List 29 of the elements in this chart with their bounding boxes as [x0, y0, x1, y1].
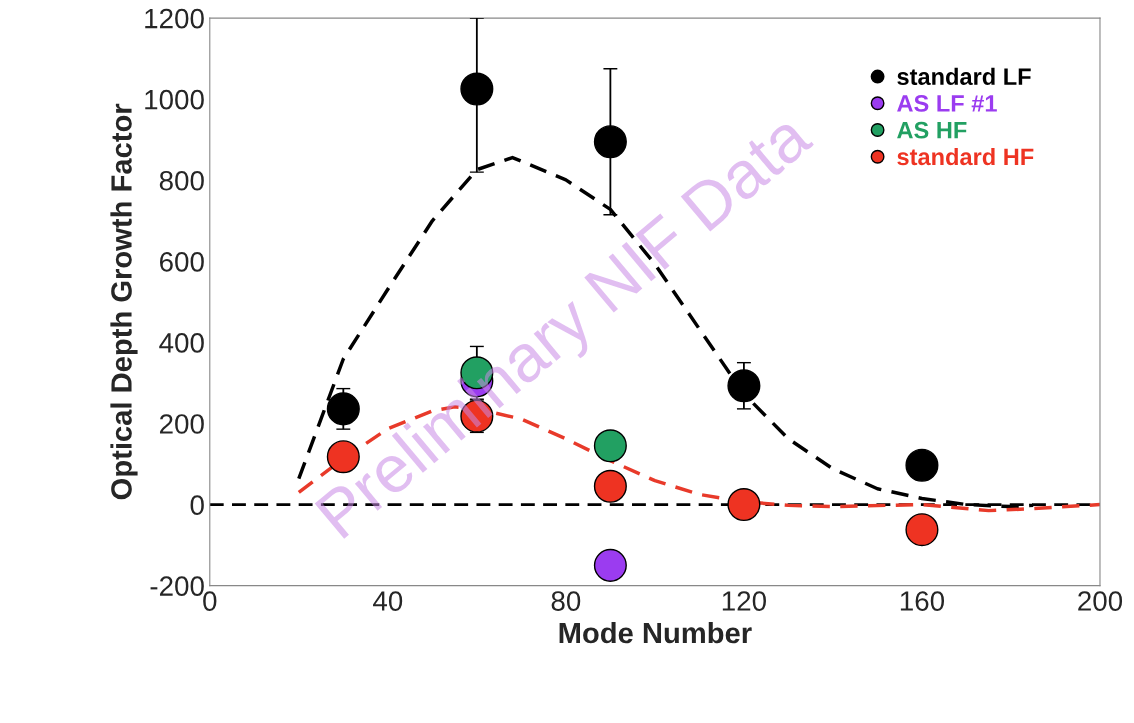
point [593, 429, 627, 463]
point [593, 469, 627, 503]
point [727, 369, 761, 403]
y-tick-label: 800 [159, 170, 204, 191]
point [905, 513, 939, 547]
point [727, 488, 761, 522]
y-tick-label: 1200 [145, 8, 204, 29]
legend-label: AS LF #1 [897, 95, 997, 112]
legend-label: AS HF [897, 121, 967, 139]
y-tick-label: 400 [159, 333, 204, 353]
point [593, 125, 627, 159]
y-tick-label: -200 [150, 576, 204, 596]
x-tick-label: 80 [551, 591, 581, 611]
y-tick-label: 0 [190, 495, 204, 515]
y-axis-title: Optical Depth Growth Factor [110, 103, 138, 500]
x-tick-label: 160 [900, 591, 945, 611]
y-tick-label: 200 [159, 414, 204, 434]
legend-label: standard HF [897, 147, 1034, 166]
x-axis-title: Mode Number [559, 621, 752, 644]
x-tick-label: 200 [1078, 591, 1123, 611]
point [905, 448, 939, 482]
x-tick-label: 0 [203, 591, 217, 611]
y-tick-label: 600 [160, 251, 204, 272]
y-tick-label: 1000 [145, 89, 204, 110]
legend-label: standard LF [897, 67, 1031, 86]
x-tick-label: 120 [722, 591, 766, 611]
point [593, 548, 627, 582]
point [460, 72, 494, 106]
x-tick-label: 40 [373, 591, 403, 611]
